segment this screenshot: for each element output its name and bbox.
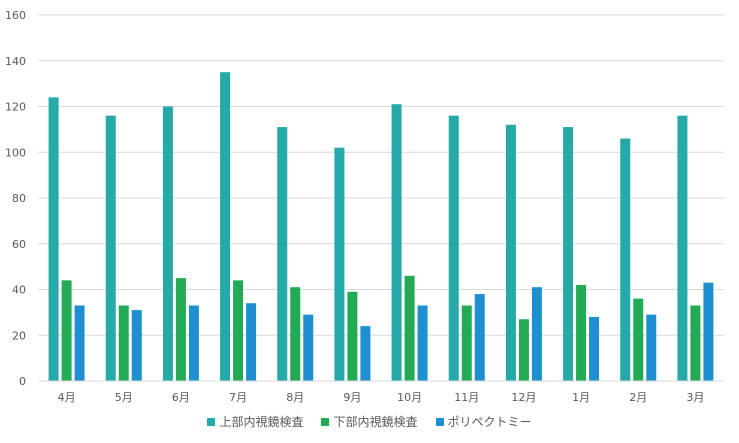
bar-series-0-10 [620,138,631,381]
bar-series-2-6 [417,305,428,381]
bar-series-1-10 [633,298,644,381]
bar-series-2-11 [703,282,714,381]
y-tick-label: 160 [5,9,26,22]
legend: 上部内視鏡検査 下部内視鏡検査 ポリペクトミー [0,413,739,430]
x-tick-label: 7月 [229,391,247,404]
bar-series-1-8 [518,319,529,381]
bar-series-0-7 [448,115,459,382]
y-tick-label: 120 [5,101,26,114]
bar-series-1-5 [347,291,358,381]
y-tick-label: 40 [12,284,26,297]
legend-label: 下部内視鏡検査 [333,415,418,429]
bar-series-0-9 [563,127,574,382]
legend-swatch [321,417,330,426]
legend-swatch [435,417,444,426]
bar-series-2-0 [74,305,85,381]
legend-item: 上部内視鏡検査 [207,413,303,430]
bar-series-1-11 [690,305,701,381]
gridlines [38,14,724,336]
bar-series-1-9 [576,284,587,381]
y-axis-tick-labels: 0 20 40 60 80 100 120 140 160 [5,9,26,388]
bar-series-0-1 [105,115,116,382]
x-axis-tick-labels: 4月 5月 6月 7月 8月 9月 10月 11月 12月 1月 2月 3月 [58,391,705,404]
bar-series-2-7 [474,294,485,381]
x-tick-label: 6月 [172,391,190,404]
bar-series-1-4 [290,287,301,381]
bar-series-2-9 [589,316,600,381]
y-tick-label: 0 [19,375,26,388]
bar-series-0-8 [505,124,516,382]
bar-series-0-6 [391,104,402,382]
legend-item: ポリペクトミー [435,413,532,430]
x-tick-label: 9月 [343,391,361,404]
x-tick-label: 1月 [572,391,590,404]
bar-series-2-5 [360,326,371,381]
y-tick-label: 100 [5,146,26,159]
x-tick-label: 12月 [511,391,536,404]
bar-series-0-0 [48,97,59,381]
bar-series-2-3 [246,303,257,381]
x-tick-label: 11月 [454,391,479,404]
bar-series-2-1 [131,310,142,381]
y-tick-label: 60 [12,238,26,251]
bar-series-1-6 [404,275,415,381]
x-tick-label: 5月 [115,391,133,404]
x-tick-label: 2月 [629,391,647,404]
bar-series-2-2 [188,305,199,381]
bar-series-1-1 [118,305,129,381]
bar-series-1-2 [175,278,186,381]
bar-series-0-3 [220,72,231,381]
legend-label: 上部内視鏡検査 [219,415,304,429]
legend-label: ポリペクトミー [447,415,532,429]
x-tick-label: 10月 [397,391,422,404]
y-tick-label: 80 [12,192,26,205]
x-tick-label: 4月 [58,391,76,404]
x-tick-label: 8月 [286,391,304,404]
legend-swatch [207,417,216,426]
bar-series-2-10 [646,314,657,381]
y-tick-label: 140 [5,55,26,68]
y-tick-label: 20 [12,329,26,342]
bar-series-0-4 [277,127,288,382]
bar-series-1-7 [461,305,472,381]
bar-series-1-0 [61,280,72,381]
bar-series-0-11 [677,115,688,382]
bar-series-2-4 [303,314,314,381]
bar-series-0-5 [334,147,345,381]
bar-series-0-2 [162,106,173,381]
x-tick-label: 3月 [686,391,704,404]
legend-item: 下部内視鏡検査 [321,413,418,430]
bar-series-2-8 [531,287,542,381]
bar-series-1-3 [233,280,244,381]
bars [48,72,714,382]
